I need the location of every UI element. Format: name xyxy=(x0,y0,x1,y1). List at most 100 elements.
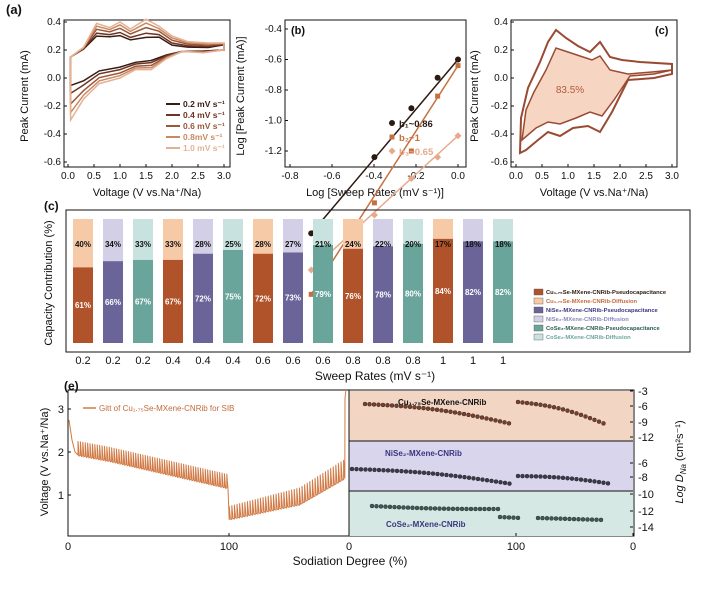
ni-diffusion-point xyxy=(587,478,593,483)
cu-diffusion-point xyxy=(403,404,408,409)
bar-pseudocapacitance-label: 66% xyxy=(105,298,121,307)
ni-diffusion-point xyxy=(381,468,386,473)
panel-b-x-tick-label: -0.4 xyxy=(365,171,383,182)
ni-diffusion-point xyxy=(578,477,584,482)
ni-diffusion-point xyxy=(489,478,494,484)
cu-diffusion-point xyxy=(385,403,390,408)
panel-b-frame xyxy=(284,19,467,168)
bar-diffusion xyxy=(493,219,513,242)
co-diffusion-point xyxy=(428,506,433,511)
ni-diffusion-point xyxy=(403,469,409,474)
panel-c-bar-xlabel: Sweep Rates (mV s⁻¹) xyxy=(315,369,435,383)
panel-c-top: (c) Peak Current (mA) Voltage (V vs.Na⁺/… xyxy=(469,17,679,199)
ni-diffusion-point xyxy=(529,474,534,479)
svg-text:Log DNa (cm²s⁻¹): Log DNa (cm²s⁻¹) xyxy=(674,420,688,503)
cu-diffusion-point xyxy=(533,401,539,407)
ni-diffusion-point xyxy=(466,475,472,480)
bar-diffusion-label: 18% xyxy=(465,240,481,249)
ni-diffusion-point xyxy=(462,474,467,480)
cu-diffusion-point xyxy=(421,405,426,411)
panel-e-left-ytick-label: 3 xyxy=(58,404,64,416)
bar-diffusion xyxy=(403,219,423,244)
ni-diffusion-point xyxy=(493,479,499,484)
panel-c-bar-label: (c) xyxy=(44,199,59,213)
bar-diffusion xyxy=(343,219,363,249)
cu-diffusion-point xyxy=(484,416,489,421)
cu-diffusion-point xyxy=(601,421,606,426)
panel-a-y-tick-label: -0.6 xyxy=(44,157,62,168)
cu-diffusion-point xyxy=(529,401,534,406)
panel-c-x-tick-label: 0.5 xyxy=(535,171,549,182)
bar-diffusion-label: 27% xyxy=(285,240,301,249)
ni-diffusion-point xyxy=(417,470,422,475)
panel-b-point xyxy=(371,154,378,161)
panel-e-right-ytick-label: -9 xyxy=(638,417,648,429)
ni-diffusion-point xyxy=(556,475,561,480)
cu-diffusion-point xyxy=(569,409,575,415)
panel-e-ticks: 3 2 1 0 100 0 100 0 -3 -6 -9 -12 -6 -8 -10 -12 -14 xyxy=(58,386,654,553)
co-diffusion-point xyxy=(553,516,559,521)
ni-diffusion-point xyxy=(453,473,458,479)
ni-diffusion-point xyxy=(372,467,377,473)
bar-legend-swatch xyxy=(533,315,544,323)
co-diffusion-point xyxy=(486,506,492,512)
panel-a-y-tick-label: -0.2 xyxy=(44,101,62,112)
ni-diffusion-point xyxy=(390,468,395,473)
cu-diffusion-point xyxy=(394,403,399,408)
ni-diffusion-point xyxy=(574,476,579,482)
panel-c-y-tick-label: 0.0 xyxy=(494,73,508,84)
ni-diffusion-point xyxy=(394,468,400,474)
panel-e-right-ytick-label: -6 xyxy=(638,458,648,470)
panel-b-point xyxy=(408,148,414,154)
panel-b-legend: b₁~0.86 b₂~1 b₃~0.65 xyxy=(388,119,434,158)
ni-diffusion-point xyxy=(547,474,552,480)
bar-pseudocapacitance-label: 79% xyxy=(315,290,331,299)
panel-e: (e) Gitt of Cu₁.₇₅Se-MXene-CNRib for SIB… xyxy=(39,379,688,568)
bar-pseudocapacitance xyxy=(223,250,243,343)
ni-diffusion-point xyxy=(399,468,404,474)
panel-a-yticks: 0.4 0.2 0.0 -0.2 -0.4 -0.6 xyxy=(44,17,67,168)
panel-e-right-ytick-label: -3 xyxy=(638,386,648,398)
cu-diffusion-point xyxy=(506,421,512,426)
ni-diffusion-point xyxy=(475,476,481,482)
bar-pseudocapacitance xyxy=(253,253,273,343)
ni-diffusion-point xyxy=(408,469,413,474)
cu-diffusion-point xyxy=(488,417,494,422)
cu-diffusion-point xyxy=(520,400,525,405)
bar-category-label: 0.4 xyxy=(225,355,240,367)
bar-diffusion-label: 34% xyxy=(105,240,121,249)
co-diffusion-point xyxy=(401,505,406,510)
cu-diffusion-point xyxy=(542,403,548,408)
co-diffusion-point xyxy=(515,515,521,521)
panel-b-fit-line xyxy=(310,135,459,271)
cu-diffusion-point xyxy=(457,411,462,416)
co-diffusion-point xyxy=(455,506,460,512)
bar-pseudocapacitance-label: 61% xyxy=(75,301,91,310)
ni-diffusion-point xyxy=(480,477,485,482)
cu-diffusion-point xyxy=(497,419,503,424)
co-diffusion-point xyxy=(414,505,420,511)
ni-diffusion-point xyxy=(421,470,427,475)
co-diffusion-point xyxy=(441,506,447,511)
panel-b: (b) Log [Peak Current (mA)] Log [Sweep R… xyxy=(235,19,467,297)
bar-category-label: 1 xyxy=(440,355,446,367)
bar-pseudocapacitance-label: 73% xyxy=(285,294,301,303)
bar-category-label: 1 xyxy=(500,355,506,367)
ni-diffusion-point xyxy=(596,479,602,485)
panel-c-y-tick-label: 0.2 xyxy=(494,45,508,56)
cu-diffusion-point xyxy=(596,419,602,424)
cu-diffusion-point xyxy=(448,409,453,414)
ni-diffusion-point xyxy=(502,480,508,486)
co-diffusion-point xyxy=(374,504,379,509)
panel-a-xlabel: Voltage (V vs.Na⁺/Na) xyxy=(93,187,202,199)
cu-diffusion-point xyxy=(470,413,476,418)
bar-pseudocapacitance-label: 80% xyxy=(405,289,421,298)
ni-diffusion-point xyxy=(520,473,525,479)
bar-category-label: 0.6 xyxy=(285,355,300,367)
bar-category-label: 0.2 xyxy=(105,355,120,367)
cu-diffusion-point xyxy=(560,407,566,412)
panel-e-xtick-label: 0 xyxy=(346,541,352,553)
bar-pseudocapacitance xyxy=(433,238,453,343)
bar-diffusion xyxy=(223,219,243,250)
panel-e-sub-cu: Cu₁.₇₅Se-MXene-CNRib xyxy=(398,398,487,407)
